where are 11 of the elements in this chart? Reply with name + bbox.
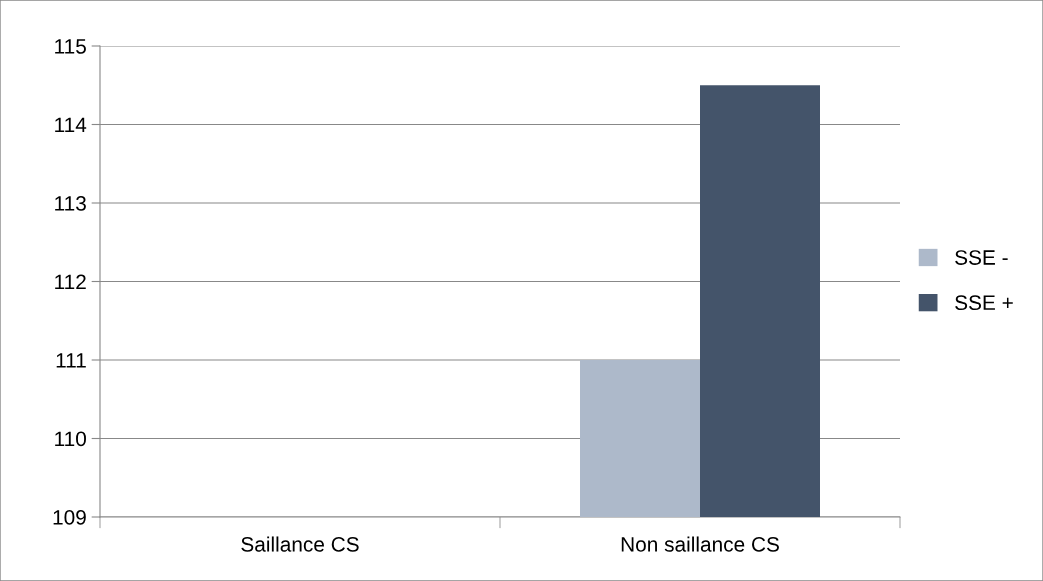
y-tick-label: 113: [55, 196, 86, 211]
legend-label: SSE -: [955, 250, 1008, 265]
x-tick-label: Non saillance CS: [621, 536, 779, 552]
x-tick-label: Saillance CS: [241, 536, 359, 552]
y-tick-label: 115: [55, 39, 86, 54]
legend-label: SSE +: [955, 295, 1013, 311]
y-tick-label: 109: [53, 510, 86, 525]
y-tick-label: 112: [55, 274, 86, 290]
y-tick-label: 110: [55, 431, 86, 447]
y-tick-label: 114: [55, 117, 87, 133]
y-tick-label: 111: [56, 353, 86, 368]
